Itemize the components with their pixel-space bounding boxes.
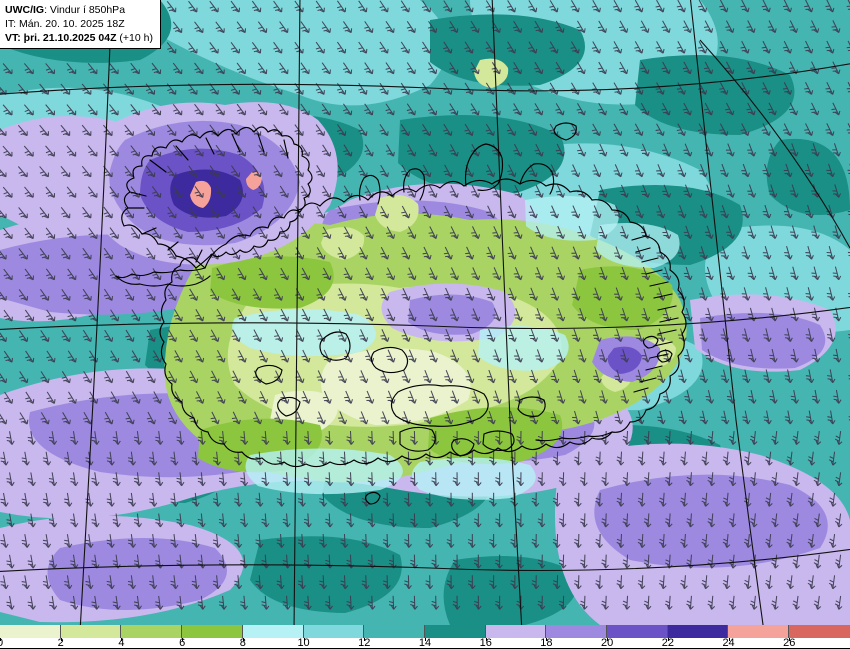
map-canvas[interactable]: {}: [0, 0, 850, 625]
colorbar-band-4-6: [121, 625, 183, 638]
wind-speed-contour-map: {}: [0, 0, 850, 625]
colorbar-band-0-2: [0, 625, 61, 638]
colorbar-tick-label: 26: [783, 637, 796, 649]
colorbar-tick: [425, 638, 426, 641]
colorbar-band-20-22: [607, 625, 668, 638]
colorbar-tick: [0, 638, 1, 641]
colorbar-tick: [364, 638, 366, 641]
colorbar-tick: [667, 638, 669, 641]
colorbar-tick: [789, 638, 791, 641]
colorbar-band-26-28: [789, 625, 850, 638]
colorbar-tick-label: 20: [601, 637, 614, 649]
lead-time-label: (+10 h): [116, 32, 153, 44]
info-line-title: UWC/IG: Vindur í 850hPa: [5, 3, 156, 17]
valid-time-line: VT: þri. 21.10.2025 04Z (+10 h): [5, 31, 156, 45]
colorbar-swatches: [0, 625, 850, 638]
colorbar-tick-label: 18: [540, 637, 553, 649]
colorbar-tick: [60, 638, 62, 641]
colorbar-band-22-24: [667, 625, 729, 638]
colorbar-tick: [121, 638, 123, 641]
colorbar-tick-label: 8: [239, 637, 246, 649]
colorbar-tick: [607, 638, 609, 641]
colorbar-tick-label: 12: [358, 637, 371, 649]
colorbar-tick-label: 0: [0, 638, 3, 649]
colorbar-tick: [242, 638, 244, 641]
init-time-label: IT: Mán. 20. 10. 2025 18Z: [5, 18, 125, 30]
map-info-box: UWC/IG: Vindur í 850hPa IT: Mán. 20. 10.…: [0, 0, 161, 49]
colorbar-tick: [303, 638, 305, 641]
colorbar-tick: [728, 638, 730, 641]
colorbar-tick-label: 22: [661, 637, 674, 649]
graticule-lines: [0, 0, 850, 625]
colorbar-tick-label: 4: [118, 637, 125, 649]
model-label: UWC/IG: [5, 4, 45, 16]
colorbar-band-16-18: [485, 625, 547, 638]
colorbar-tick-label: 24: [722, 637, 735, 649]
colorbar-band-24-26: [728, 625, 790, 638]
colorbar-tick-label: 16: [479, 637, 492, 649]
colorbar-legend: 02468101214161820222426: [0, 625, 850, 649]
colorbar-band-2-4: [60, 625, 122, 638]
colorbar-tick: [182, 638, 184, 641]
colorbar-band-10-12: [303, 625, 365, 638]
colorbar-band-12-14: [364, 625, 425, 638]
valid-time-label: VT: þri. 21.10.2025 04Z: [5, 32, 117, 44]
colorbar-tick: [485, 638, 487, 641]
colorbar-band-14-16: [424, 625, 486, 638]
colorbar-tick-label: 14: [418, 637, 432, 649]
coastline: [115, 122, 687, 505]
colorbar-band-8-10: [242, 625, 304, 638]
colorbar-band-18-20: [546, 625, 608, 638]
colorbar-tick-label: 6: [179, 637, 186, 649]
colorbar-tick-label: 2: [57, 637, 64, 649]
colorbar-tick: [546, 638, 548, 641]
colorbar-axis: 02468101214161820222426: [0, 638, 850, 649]
parameter-label: : Vindur í 850hPa: [44, 4, 126, 16]
colorbar-tick-label: 10: [297, 637, 310, 649]
colorbar-band-6-8: [182, 625, 243, 638]
